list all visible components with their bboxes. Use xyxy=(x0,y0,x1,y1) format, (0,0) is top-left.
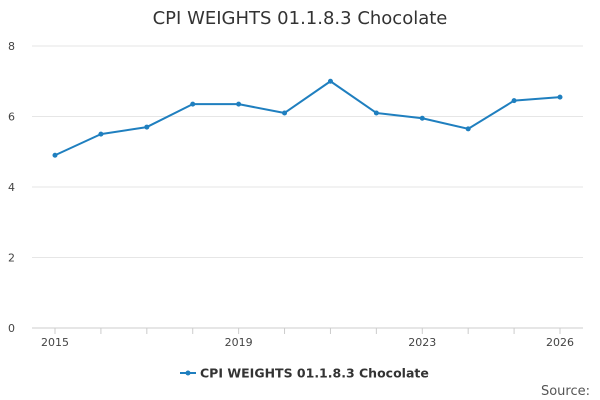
y-tick-label: 0 xyxy=(8,322,15,335)
data-point xyxy=(373,110,379,116)
series-line xyxy=(54,80,561,157)
legend-point-marker xyxy=(185,370,191,376)
gridlines xyxy=(32,45,583,329)
data-point xyxy=(52,152,58,158)
chart-title: CPI WEIGHTS 01.1.8.3 Chocolate xyxy=(153,8,448,29)
data-point xyxy=(419,115,425,121)
x-tick-label: 2019 xyxy=(225,336,253,349)
data-point xyxy=(190,101,196,107)
y-tick-label: 4 xyxy=(8,181,15,194)
data-point xyxy=(282,110,288,116)
axes: 0 2 4 6 8 2015 2019 2023 2026 xyxy=(8,40,574,349)
data-point xyxy=(236,101,242,107)
data-point xyxy=(98,131,104,137)
x-tick-label: 2026 xyxy=(546,336,574,349)
data-point xyxy=(465,126,471,132)
y-tick-label: 2 xyxy=(8,252,15,265)
y-tick-label: 8 xyxy=(8,40,15,53)
legend[interactable]: CPI WEIGHTS 01.1.8.3 Chocolate xyxy=(180,366,429,381)
source-label: Source: xyxy=(541,384,590,399)
legend-label[interactable]: CPI WEIGHTS 01.1.8.3 Chocolate xyxy=(200,366,429,381)
data-point xyxy=(557,94,563,100)
y-tick-label: 6 xyxy=(8,111,15,124)
x-tick-label: 2023 xyxy=(408,336,436,349)
data-point xyxy=(327,78,333,84)
series-layer xyxy=(52,78,563,158)
x-tick-label: 2015 xyxy=(41,336,69,349)
data-point xyxy=(144,124,150,130)
data-point xyxy=(511,98,517,104)
